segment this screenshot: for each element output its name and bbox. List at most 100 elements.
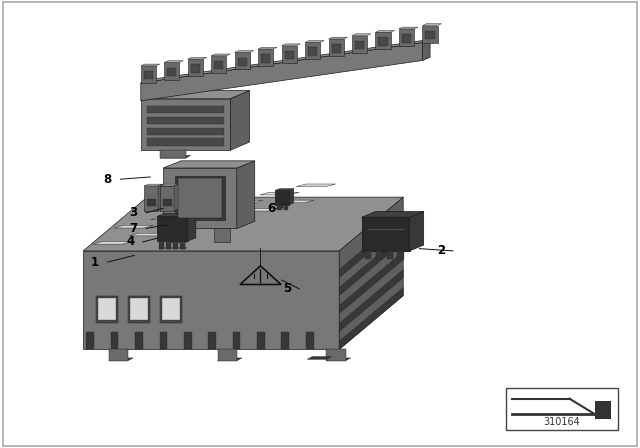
- Text: 3: 3: [129, 206, 138, 220]
- Text: 2: 2: [436, 244, 445, 258]
- Polygon shape: [305, 41, 324, 42]
- Bar: [147, 117, 224, 124]
- Polygon shape: [109, 349, 128, 361]
- Polygon shape: [275, 200, 314, 203]
- Polygon shape: [422, 26, 438, 43]
- Polygon shape: [275, 189, 294, 190]
- Polygon shape: [160, 184, 179, 186]
- Bar: [159, 241, 164, 249]
- Polygon shape: [339, 197, 403, 349]
- Bar: [426, 30, 435, 39]
- Polygon shape: [362, 211, 424, 217]
- Polygon shape: [163, 168, 237, 228]
- Polygon shape: [184, 332, 191, 349]
- Polygon shape: [239, 208, 278, 211]
- Bar: [378, 37, 388, 46]
- Polygon shape: [260, 192, 299, 195]
- Text: 7: 7: [129, 222, 138, 235]
- Polygon shape: [282, 46, 297, 63]
- Bar: [147, 106, 224, 113]
- Polygon shape: [376, 32, 390, 49]
- Bar: [160, 296, 182, 323]
- Polygon shape: [282, 44, 301, 46]
- Polygon shape: [328, 39, 344, 56]
- Polygon shape: [307, 357, 332, 359]
- Polygon shape: [230, 90, 250, 150]
- Polygon shape: [305, 42, 320, 59]
- Polygon shape: [211, 56, 227, 73]
- Polygon shape: [111, 332, 118, 349]
- Polygon shape: [258, 47, 277, 49]
- FancyBboxPatch shape: [506, 388, 618, 430]
- Polygon shape: [422, 24, 442, 26]
- Polygon shape: [326, 349, 346, 361]
- Polygon shape: [163, 161, 255, 168]
- Polygon shape: [175, 176, 225, 220]
- Polygon shape: [289, 189, 294, 205]
- Polygon shape: [129, 233, 168, 236]
- Polygon shape: [166, 225, 205, 228]
- Bar: [144, 71, 153, 79]
- Bar: [167, 68, 177, 76]
- Polygon shape: [160, 150, 186, 158]
- Polygon shape: [178, 178, 222, 218]
- Polygon shape: [362, 217, 410, 251]
- Polygon shape: [202, 217, 241, 220]
- Polygon shape: [109, 358, 133, 361]
- Polygon shape: [188, 213, 196, 241]
- Polygon shape: [235, 52, 250, 69]
- Polygon shape: [93, 241, 132, 244]
- Bar: [163, 199, 172, 206]
- Polygon shape: [258, 49, 273, 66]
- Polygon shape: [114, 225, 154, 228]
- Polygon shape: [144, 184, 163, 186]
- Polygon shape: [160, 155, 191, 158]
- Polygon shape: [188, 59, 203, 76]
- Polygon shape: [339, 234, 403, 296]
- Polygon shape: [86, 332, 94, 349]
- Bar: [214, 61, 223, 69]
- Polygon shape: [235, 51, 253, 52]
- Polygon shape: [233, 332, 241, 349]
- Polygon shape: [158, 184, 163, 211]
- Polygon shape: [328, 37, 348, 39]
- Polygon shape: [83, 197, 403, 251]
- Bar: [130, 298, 148, 320]
- Polygon shape: [339, 252, 403, 314]
- Polygon shape: [174, 184, 179, 211]
- Polygon shape: [170, 228, 186, 242]
- Polygon shape: [141, 66, 156, 83]
- Polygon shape: [399, 29, 414, 46]
- Polygon shape: [150, 217, 190, 220]
- Polygon shape: [306, 332, 314, 349]
- Bar: [147, 128, 224, 135]
- Bar: [180, 241, 185, 249]
- Polygon shape: [173, 248, 180, 249]
- Polygon shape: [352, 36, 367, 53]
- Polygon shape: [282, 332, 289, 349]
- Polygon shape: [141, 43, 422, 101]
- Text: 4: 4: [126, 235, 134, 249]
- Bar: [595, 401, 611, 419]
- Bar: [284, 205, 288, 210]
- Bar: [402, 34, 411, 43]
- Polygon shape: [422, 39, 430, 60]
- Polygon shape: [157, 213, 196, 216]
- Text: 6: 6: [267, 202, 275, 215]
- Polygon shape: [339, 288, 403, 349]
- Polygon shape: [144, 186, 158, 211]
- Polygon shape: [135, 332, 143, 349]
- Polygon shape: [410, 211, 424, 251]
- Polygon shape: [275, 190, 289, 205]
- Polygon shape: [237, 161, 255, 228]
- Text: 1: 1: [91, 255, 99, 269]
- Polygon shape: [223, 201, 262, 203]
- Bar: [308, 47, 317, 56]
- Bar: [277, 205, 282, 210]
- Polygon shape: [159, 248, 166, 249]
- Polygon shape: [180, 248, 187, 249]
- Bar: [387, 251, 393, 259]
- Polygon shape: [339, 270, 403, 332]
- Polygon shape: [166, 248, 173, 249]
- Bar: [173, 241, 178, 249]
